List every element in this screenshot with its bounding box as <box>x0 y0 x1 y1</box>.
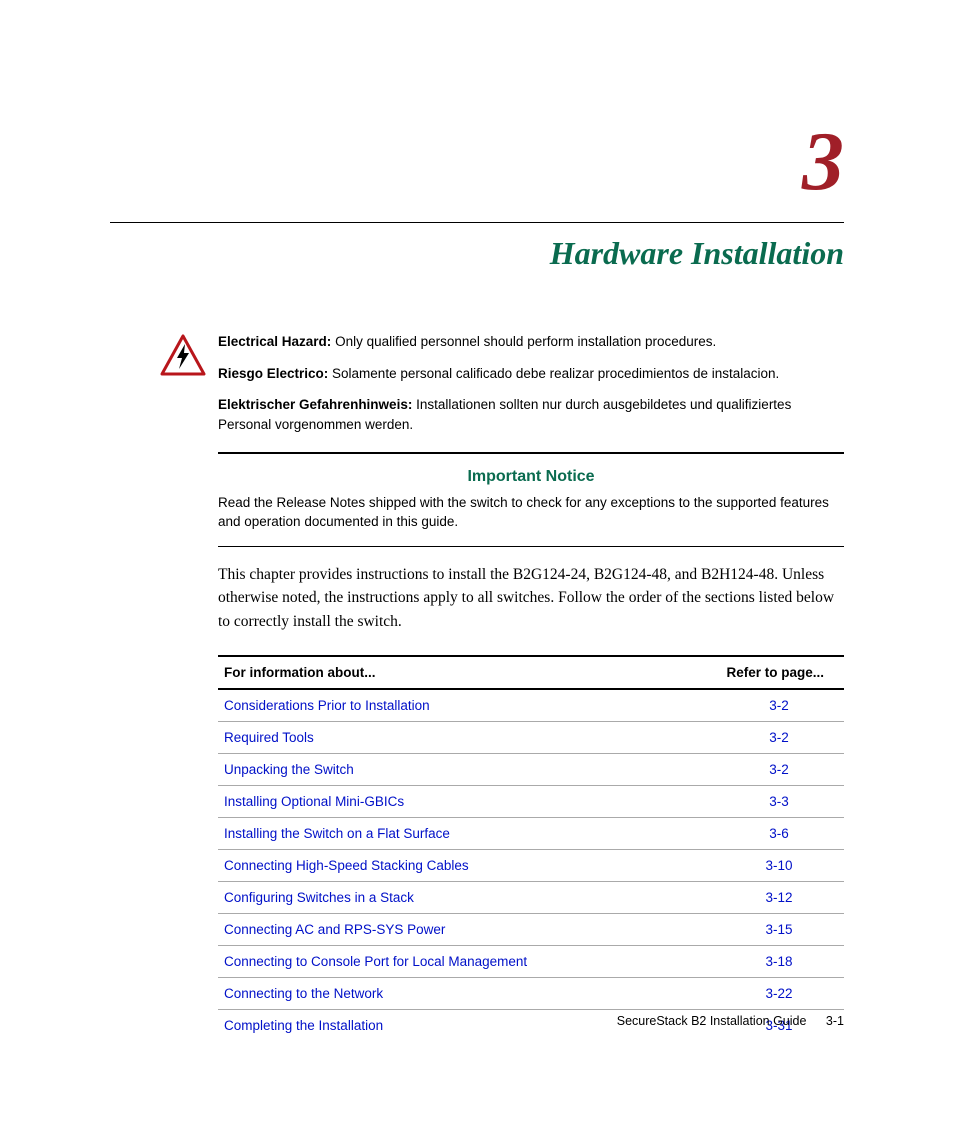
table-row: Connecting AC and RPS-SYS Power3-15 <box>218 913 844 945</box>
toc-topic[interactable]: Installing Optional Mini-GBICs <box>218 785 714 817</box>
toc-page[interactable]: 3-3 <box>714 785 844 817</box>
toc-page[interactable]: 3-15 <box>714 913 844 945</box>
chapter-number: 3 <box>110 120 844 204</box>
notice-top-rule <box>218 452 844 454</box>
table-row: Unpacking the Switch3-2 <box>218 753 844 785</box>
table-row: Configuring Switches in a Stack3-12 <box>218 881 844 913</box>
content-area: Electrical Hazard: Only qualified person… <box>218 332 844 1041</box>
toc-page[interactable]: 3-10 <box>714 849 844 881</box>
toc-table: For information about... Refer to page..… <box>218 655 844 1041</box>
table-row: Installing Optional Mini-GBICs3-3 <box>218 785 844 817</box>
toc-topic[interactable]: Installing the Switch on a Flat Surface <box>218 817 714 849</box>
toc-page[interactable]: 3-6 <box>714 817 844 849</box>
hazard-block: Electrical Hazard: Only qualified person… <box>218 332 844 446</box>
footer-doc-title: SecureStack B2 Installation Guide <box>617 1014 807 1028</box>
table-row: Connecting to the Network3-22 <box>218 977 844 1009</box>
hazard-body-en: Only qualified personnel should perform … <box>331 334 716 349</box>
toc-header-page: Refer to page... <box>714 656 844 689</box>
toc-page[interactable]: 3-18 <box>714 945 844 977</box>
toc-page[interactable]: 3-2 <box>714 689 844 722</box>
footer-page-number: 3-1 <box>826 1014 844 1028</box>
hazard-en: Electrical Hazard: Only qualified person… <box>218 332 844 352</box>
table-row: Connecting to Console Port for Local Man… <box>218 945 844 977</box>
notice-title: Important Notice <box>218 468 844 486</box>
notice-text: Read the Release Notes shipped with the … <box>218 494 844 532</box>
intro-paragraph: This chapter provides instructions to in… <box>218 563 844 633</box>
hazard-es: Riesgo Electrico: Solamente personal cal… <box>218 364 844 384</box>
toc-body: Considerations Prior to Installation3-2 … <box>218 689 844 1041</box>
hazard-de: Elektrischer Gefahrenhinweis: Installati… <box>218 395 844 434</box>
toc-topic[interactable]: Required Tools <box>218 721 714 753</box>
toc-header-topic: For information about... <box>218 656 714 689</box>
toc-topic[interactable]: Connecting to the Network <box>218 977 714 1009</box>
table-row: Installing the Switch on a Flat Surface3… <box>218 817 844 849</box>
hazard-label-es: Riesgo Electrico: <box>218 366 328 381</box>
notice-bottom-rule <box>218 546 844 547</box>
hazard-label-de: Elektrischer Gefahrenhinweis: <box>218 397 412 412</box>
toc-topic[interactable]: Considerations Prior to Installation <box>218 689 714 722</box>
toc-page[interactable]: 3-12 <box>714 881 844 913</box>
hazard-label-en: Electrical Hazard: <box>218 334 331 349</box>
toc-topic[interactable]: Connecting to Console Port for Local Man… <box>218 945 714 977</box>
table-row: Connecting High-Speed Stacking Cables3-1… <box>218 849 844 881</box>
electrical-hazard-icon <box>160 334 210 381</box>
page: 3 Hardware Installation Electrical Hazar… <box>0 0 954 1123</box>
toc-topic[interactable]: Connecting AC and RPS-SYS Power <box>218 913 714 945</box>
toc-topic[interactable]: Configuring Switches in a Stack <box>218 881 714 913</box>
table-row: Considerations Prior to Installation3-2 <box>218 689 844 722</box>
hazard-body-es: Solamente personal calificado debe reali… <box>328 366 779 381</box>
page-footer: SecureStack B2 Installation Guide 3-1 <box>617 1014 844 1028</box>
toc-page[interactable]: 3-22 <box>714 977 844 1009</box>
hazard-text: Electrical Hazard: Only qualified person… <box>218 332 844 446</box>
toc-header-row: For information about... Refer to page..… <box>218 656 844 689</box>
toc-page[interactable]: 3-2 <box>714 721 844 753</box>
toc-topic[interactable]: Connecting High-Speed Stacking Cables <box>218 849 714 881</box>
toc-topic[interactable]: Unpacking the Switch <box>218 753 714 785</box>
toc-page[interactable]: 3-2 <box>714 753 844 785</box>
chapter-title: Hardware Installation <box>110 235 844 272</box>
chapter-rule <box>110 222 844 223</box>
table-row: Required Tools3-2 <box>218 721 844 753</box>
